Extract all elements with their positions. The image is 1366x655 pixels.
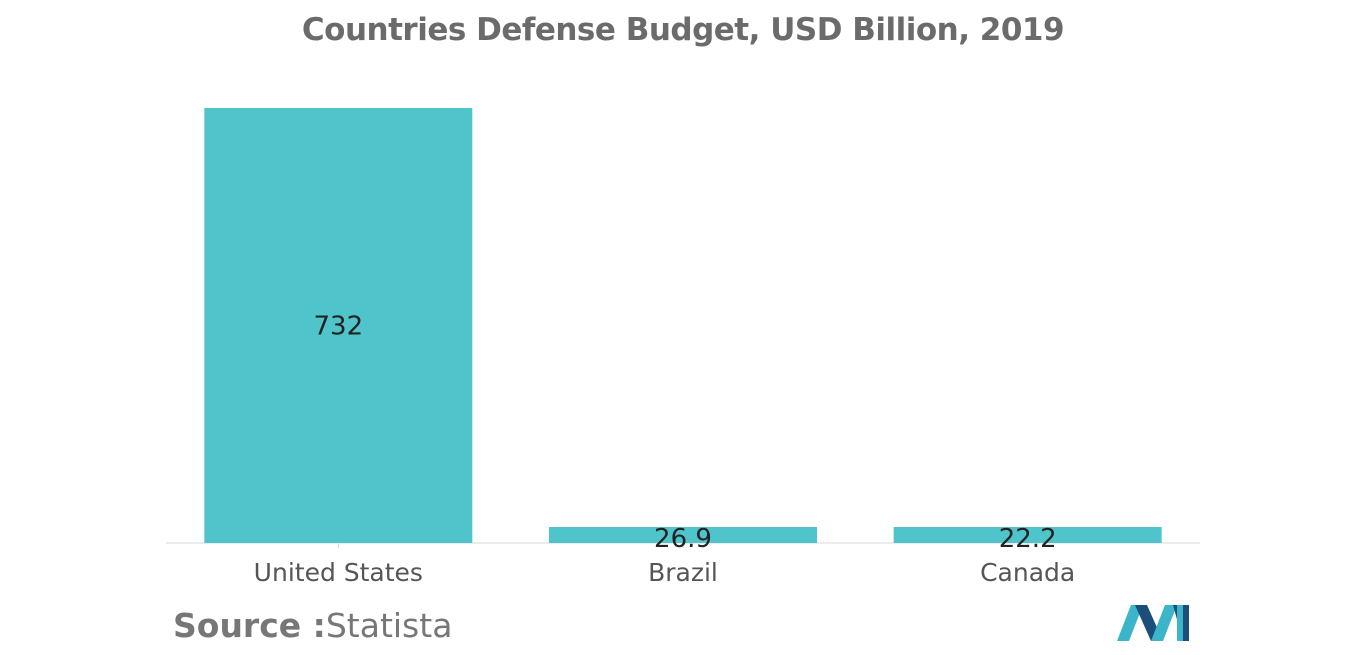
data-label: 26.9 xyxy=(654,524,712,554)
mordor-intelligence-logo xyxy=(1117,605,1189,641)
bar-chart: 732 United States 26.9 Brazil 22.2 Canada xyxy=(166,108,1200,587)
category-label: Canada xyxy=(980,558,1075,587)
bar-united-states xyxy=(204,108,473,543)
data-label: 22.2 xyxy=(999,524,1057,554)
data-label: 732 xyxy=(314,312,364,342)
source-text: Statista xyxy=(325,606,453,645)
category-label: United States xyxy=(254,558,423,587)
category-label: Brazil xyxy=(648,558,718,587)
bar-brazil xyxy=(549,527,817,543)
bar-canada xyxy=(893,527,1162,543)
chart-title: Countries Defense Budget, USD Billion, 2… xyxy=(301,12,1065,48)
source-label: Source : xyxy=(173,606,326,645)
source-note: Source :Statista xyxy=(173,606,452,645)
